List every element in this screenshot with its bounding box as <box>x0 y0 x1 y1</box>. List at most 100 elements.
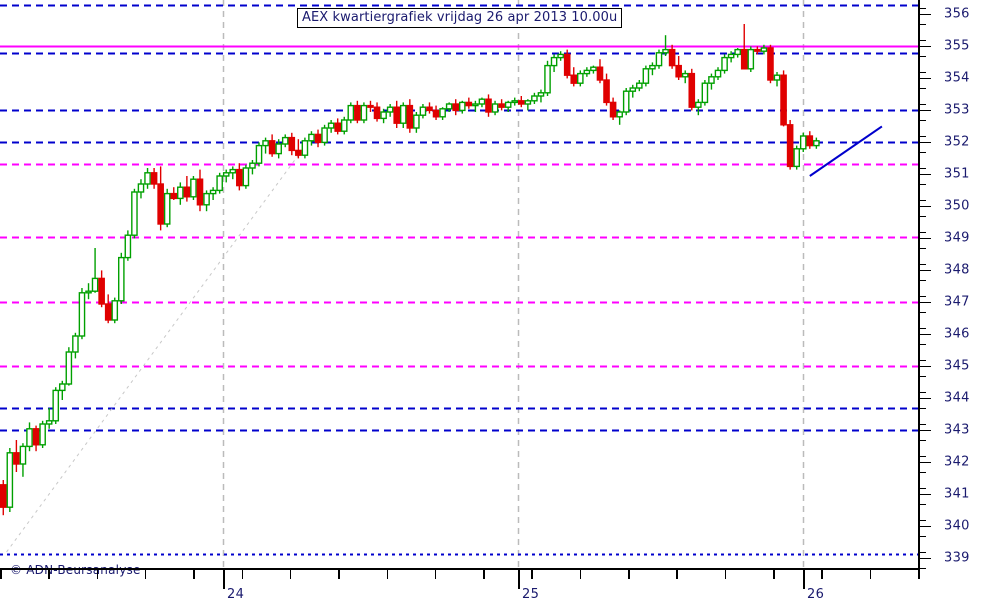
y-tick <box>920 13 931 16</box>
candle-body-up <box>255 144 263 164</box>
candle-body-up <box>747 48 755 70</box>
candle-body-up <box>537 92 545 97</box>
y-minor-tick <box>920 359 926 361</box>
candle-body-up <box>137 183 145 193</box>
candle <box>760 44 768 55</box>
y-minor-tick <box>920 423 926 425</box>
x-minor-tick <box>918 570 920 579</box>
chart-watermark: © ADN-Beursanalyse <box>10 563 141 577</box>
candle-body-up <box>52 389 60 422</box>
candle-body-up <box>760 47 768 52</box>
candle <box>262 137 269 154</box>
candle-body-up <box>419 106 427 116</box>
candle <box>406 99 414 133</box>
candle-body-up <box>681 72 689 78</box>
y-tick <box>920 525 931 528</box>
x-minor-tick <box>0 570 2 579</box>
x-minor-tick <box>773 570 775 579</box>
candle <box>334 118 341 135</box>
candle <box>45 408 53 429</box>
candle-body-up <box>19 445 27 465</box>
x-minor-tick <box>144 570 147 579</box>
x-axis-spine <box>0 568 920 570</box>
candle <box>354 100 361 124</box>
candle-body-down <box>104 303 112 321</box>
candle-body-down <box>517 100 525 105</box>
candle <box>6 448 14 512</box>
candle-body-down <box>236 168 243 187</box>
candle-body-down <box>367 104 374 108</box>
candle-body-up <box>590 66 597 72</box>
candle <box>445 102 453 112</box>
candle-body-down <box>406 104 414 129</box>
y-tick-label: 350 <box>944 198 970 214</box>
candle-body-up <box>616 111 623 118</box>
candle-body-up <box>144 172 151 185</box>
candle-body-down <box>780 74 787 126</box>
chart-plot-area[interactable] <box>0 0 918 568</box>
candle-body-up <box>308 133 315 142</box>
y-tick-label: 342 <box>944 454 970 470</box>
candle-body-up <box>734 48 741 56</box>
y-tick-label: 352 <box>944 134 970 150</box>
candle <box>308 131 315 146</box>
candle <box>695 99 702 116</box>
candle <box>131 188 138 239</box>
candle-body-down <box>596 66 604 81</box>
candle-body-up <box>203 192 210 206</box>
y-minor-tick <box>920 199 926 201</box>
candle-body-down <box>806 135 814 147</box>
candle-body-up <box>642 68 650 84</box>
candle <box>327 120 335 133</box>
candle <box>380 108 387 124</box>
x-minor-tick <box>821 570 823 579</box>
candle <box>52 387 60 424</box>
candle-body-up <box>380 111 387 120</box>
x-minor-tick <box>193 570 195 579</box>
candle <box>426 102 433 114</box>
candle-body-up <box>721 56 728 72</box>
candle <box>275 139 282 159</box>
candle-body-up <box>216 175 223 192</box>
candle <box>609 97 617 120</box>
candle-body-up <box>58 383 66 392</box>
candle-body-up <box>531 95 538 102</box>
candle <box>439 107 446 120</box>
candle <box>373 102 381 122</box>
x-minor-tick <box>434 570 437 579</box>
x-tick <box>518 570 520 589</box>
candle <box>183 176 191 202</box>
candle <box>58 380 66 400</box>
candle <box>806 131 814 149</box>
x-minor-tick <box>483 570 485 579</box>
y-minor-tick <box>920 247 926 249</box>
x-axis: 24 25 26 <box>0 568 985 610</box>
y-tick-label: 355 <box>944 38 970 54</box>
y-tick <box>920 141 931 144</box>
y-tick <box>920 237 931 240</box>
candle-body-up <box>177 186 184 200</box>
candle-body-down <box>432 109 440 118</box>
candle <box>367 100 374 112</box>
candle <box>393 100 401 128</box>
candle-body-down <box>465 101 473 107</box>
candle-body-up <box>85 290 92 294</box>
candle-body-up <box>45 420 53 425</box>
candle-body-up <box>472 103 479 107</box>
candle <box>340 116 348 135</box>
candle <box>281 134 289 148</box>
candle-body-up <box>39 423 46 446</box>
x-minor-tick <box>241 570 244 579</box>
candle-body-down <box>767 47 774 81</box>
candle-body-down <box>183 186 191 198</box>
y-tick <box>920 557 931 560</box>
candle-body-up <box>793 148 800 168</box>
x-tick <box>803 570 805 589</box>
candle <box>773 72 781 87</box>
candle-body-up <box>281 136 289 145</box>
y-minor-tick <box>920 119 926 121</box>
candle <box>793 145 800 170</box>
candle <box>681 70 689 84</box>
x-minor-tick <box>869 570 872 579</box>
candle-body-down <box>609 101 617 118</box>
